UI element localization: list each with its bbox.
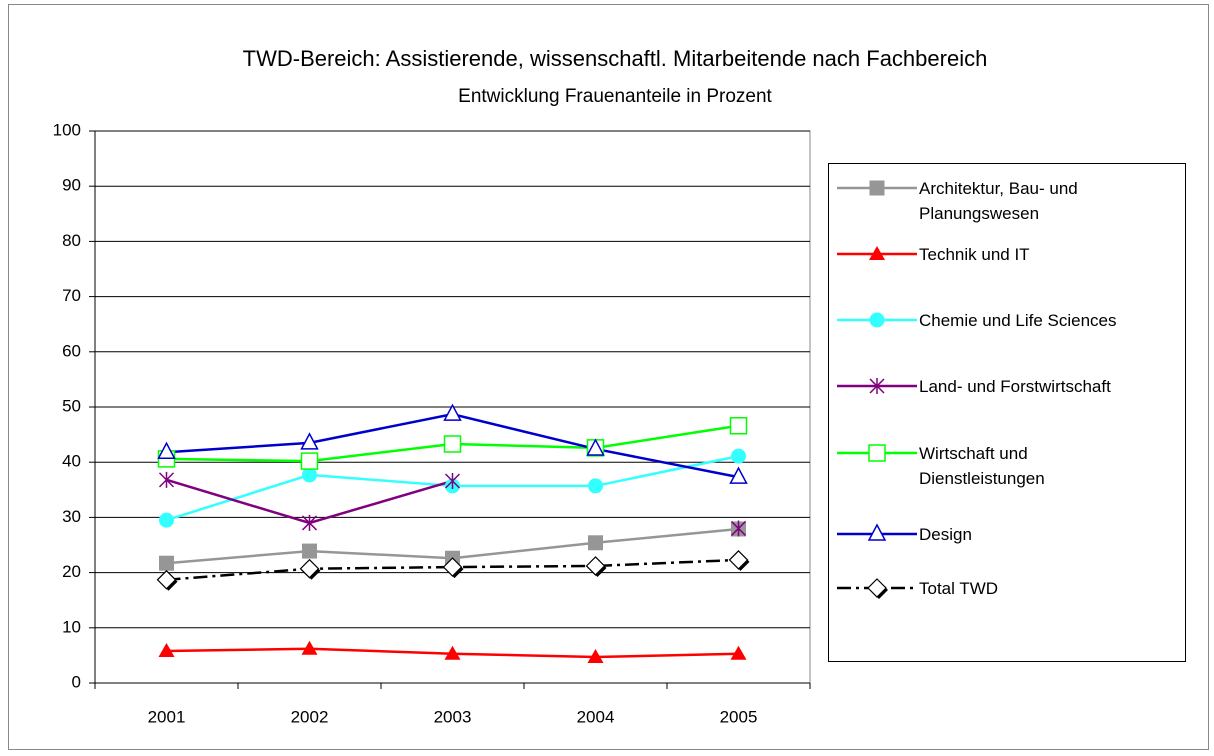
legend-icon	[837, 444, 917, 462]
marker	[586, 438, 605, 456]
x-tick-label: 2004	[577, 707, 615, 726]
legend-icon	[837, 378, 917, 394]
marker	[301, 514, 318, 531]
marker	[728, 550, 749, 570]
marker	[730, 645, 747, 660]
marker	[729, 466, 748, 484]
marker	[869, 180, 885, 196]
x-tick-label: 2002	[291, 707, 329, 726]
marker	[868, 444, 886, 462]
marker	[588, 478, 603, 494]
marker	[301, 640, 318, 655]
legend: Architektur, Bau- und Planungswesen Techn…	[828, 163, 1186, 662]
marker	[867, 523, 887, 541]
marker	[588, 535, 603, 551]
y-tick-label: 60	[62, 341, 81, 360]
legend-label: Total TWD	[919, 579, 999, 598]
y-tick-label: 40	[62, 452, 81, 471]
marker	[442, 557, 463, 577]
legend-icon	[837, 523, 917, 541]
marker	[869, 378, 885, 394]
y-tick-label: 70	[62, 286, 81, 305]
marker	[159, 512, 174, 528]
marker	[869, 246, 885, 260]
legend-label: Architektur, Bau- und Planungswesen	[919, 179, 1078, 223]
chart-title: TWD-Bereich: Assistierende, wissenschaft…	[243, 46, 988, 71]
marker	[300, 452, 319, 470]
y-tick-label: 90	[62, 176, 81, 195]
marker	[443, 435, 462, 453]
x-tick-label: 2003	[434, 707, 472, 726]
marker	[158, 471, 175, 488]
legend-icon	[837, 246, 917, 260]
legend-icon	[837, 312, 917, 328]
marker	[444, 472, 461, 489]
marker	[156, 569, 177, 590]
y-tick-label: 50	[62, 396, 81, 415]
marker	[869, 312, 885, 328]
marker	[157, 441, 176, 460]
legend-label: Chemie und Life Sciences	[919, 311, 1117, 330]
marker	[159, 555, 174, 571]
legend-label: Wirtschaft und Dienstleistungen	[919, 444, 1045, 488]
legend-label: Technik und IT	[919, 245, 1030, 264]
marker	[444, 645, 461, 660]
chart-frame	[8, 4, 1209, 750]
marker	[302, 467, 317, 483]
marker	[731, 448, 746, 464]
marker	[730, 520, 747, 537]
marker	[587, 649, 604, 664]
y-tick-label: 10	[62, 617, 81, 636]
y-tick-label: 80	[62, 231, 81, 250]
y-tick-label: 0	[72, 672, 81, 691]
x-tick-label: 2001	[148, 707, 186, 726]
legend-label: Land- und Forstwirtschaft	[919, 377, 1111, 396]
marker	[729, 417, 748, 435]
x-tick-label: 2005	[720, 707, 758, 726]
marker	[867, 578, 887, 598]
y-tick-label: 100	[53, 120, 81, 139]
marker	[300, 432, 319, 450]
legend-label: Design	[919, 525, 972, 544]
marker	[299, 558, 320, 579]
y-tick-label: 20	[62, 562, 81, 581]
marker	[302, 543, 317, 559]
marker	[585, 556, 606, 576]
chart-subtitle: Entwicklung Frauenanteile in Prozent	[458, 86, 772, 107]
legend-icon	[837, 180, 917, 196]
legend-icon	[837, 578, 917, 599]
y-tick-label: 30	[62, 507, 81, 526]
marker	[158, 642, 175, 657]
marker	[443, 403, 462, 421]
